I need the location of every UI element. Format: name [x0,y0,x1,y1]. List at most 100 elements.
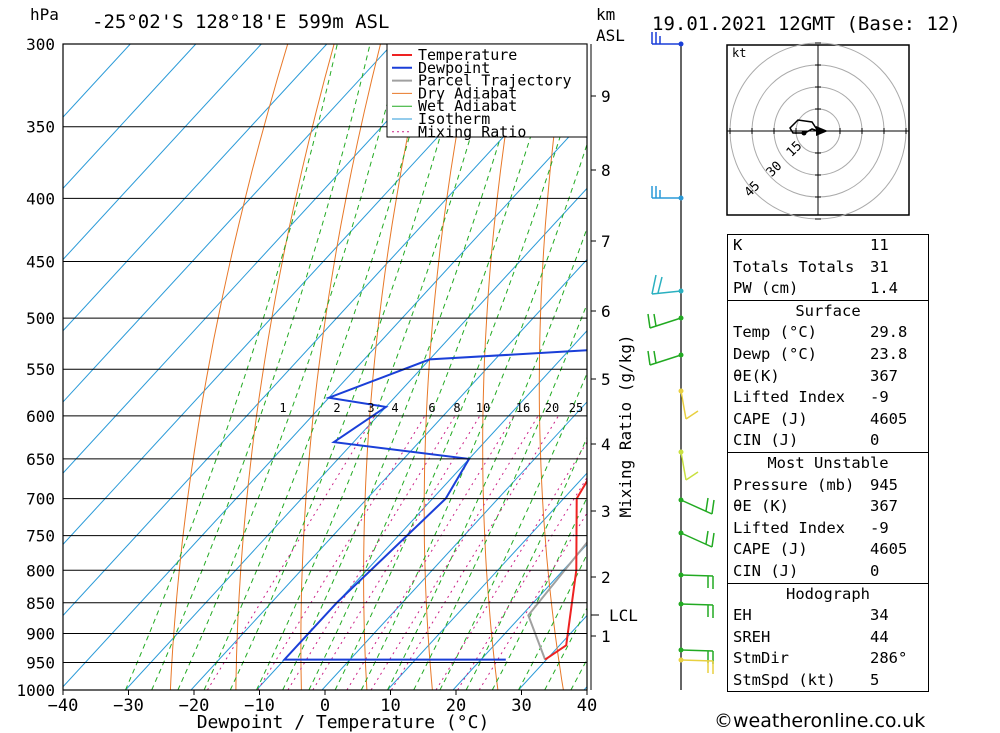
dry-adiabat-line [938,44,1000,690]
index-row: θE(K) 367 [728,366,928,388]
x-tick-label: −20 [179,696,210,716]
index-row: K 11 [728,235,928,257]
pressure-tick-label: 900 [26,624,55,643]
wet-adiabat-line [518,553,587,690]
km-tick-label: 4 [601,435,611,454]
isotherm-line [63,44,459,474]
wind-barb [680,574,714,589]
section-title: Surface [795,301,861,320]
index-label: StmDir [733,649,789,668]
lcl-label: LCL [609,606,638,625]
x-tick-label: 20 [446,696,466,716]
mixing-ratio-line [287,415,456,690]
mixing-ratio-label: 8 [453,401,460,415]
pressure-tick-label: 650 [26,450,55,469]
index-label: CAPE (J) [733,540,808,559]
dry-adiabat-line [235,44,335,690]
isotherm-line [321,401,587,690]
wet-adiabat-line [360,142,587,690]
wet-adiabat-line [151,44,371,690]
index-value: 1.4 [870,279,898,298]
index-row: θE (K) 367 [728,496,928,518]
km-tick-label: 1 [601,627,611,646]
km-tick-label: 6 [601,302,611,321]
mixing-ratio-line [257,415,426,690]
wind-barb [680,451,699,481]
wet-adiabat-line [544,606,587,690]
pressure-tick-label: 800 [26,561,55,580]
isotherm-line [63,44,262,261]
isotherm-line [63,44,524,546]
mixing-ratio-line [206,415,375,690]
plot-frame [62,43,588,691]
x-tick-label: 10 [380,696,400,716]
index-row: CAPE (J) 4605 [728,539,928,561]
wind-barb [680,530,715,548]
mixing-ratio-label: 1 [279,401,286,415]
hodograph-unit: kt [732,46,746,60]
indices-section-general: K 11 Totals Totals 31 PW (cm) 1.4 [728,235,928,300]
index-label: StmSpd (kt) [733,670,836,689]
wind-barb [680,390,699,420]
wet-adiabat-line [177,44,403,690]
index-value: 34 [870,606,889,625]
pressure-unit-label: hPa [30,5,59,24]
isotherm-line [387,472,587,690]
wet-adiabat-line [256,44,498,690]
index-row: StmSpd (kt) 5 [728,670,928,692]
isotherm-line [63,116,587,688]
temperature-line [544,479,587,661]
legend-label: Isotherm [418,110,490,128]
x-tick-label: 0 [320,696,330,716]
wind-barb [651,186,681,199]
index-value: 945 [870,475,898,494]
wet-adiabat-line [491,496,587,690]
index-value: 367 [870,497,898,516]
wet-adiabat-line [203,44,435,690]
indices-section-hodograph: Hodograph EH 34 SREH 44 StmDir 286° StmSpd … [728,582,928,692]
indices-section-surface: Surface Temp (°C) 29.8 Dewp (°C) 23.8 θE(K… [728,299,928,452]
mixing-ratio-line [346,415,515,690]
dry-adiabat-line [169,44,289,690]
dewpoint-line [282,349,587,661]
index-row: CAPE (J) 4605 [728,409,928,431]
isotherm-line [63,44,328,332]
index-value: 4605 [870,409,908,428]
parcel-trajectory-line [527,540,587,660]
km-tick-label: 8 [601,161,611,180]
index-value: 4605 [870,540,908,559]
index-label: Pressure (mb) [733,475,855,494]
dry-adiabat-line [647,44,694,690]
pressure-tick-label: 700 [26,490,55,509]
mixing-ratio-label: 20 [545,401,559,415]
km-tick-label: 3 [601,502,611,521]
isotherm-line [190,258,587,690]
index-row: Lifted Index -9 [728,518,928,540]
index-row: CIN (J) 0 [728,561,928,583]
legend-label: Wet Adiabat [418,97,517,115]
legend-label: Parcel Trajectory [418,72,572,90]
isotherm-line [63,44,393,403]
mixing-ratio-label: 16 [516,401,530,415]
index-value: -9 [870,388,889,407]
mixing-ratio-label: 25 [569,401,583,415]
index-row: Lifted Index -9 [728,387,928,409]
km-tick-label: 2 [601,568,611,587]
dry-adiabat-line [423,44,474,690]
credit: ©weatheronline.co.uk [714,710,926,732]
isotherm-line [63,45,587,617]
legend-label: Temperature [418,46,517,64]
wind-barb [680,603,714,618]
index-label: Lifted Index [733,518,845,537]
legend-label: Mixing Ratio [418,123,526,141]
index-label: EH [733,606,752,625]
index-label: Temp (°C) [733,323,817,342]
index-label: K [733,236,743,254]
index-value: 11 [870,236,889,254]
isotherm-line [256,330,587,690]
index-value: 367 [870,366,898,385]
pressure-tick-label: 350 [26,118,55,137]
index-value: 286° [870,649,908,668]
index-row: Dewp (°C) 23.8 [728,344,928,366]
